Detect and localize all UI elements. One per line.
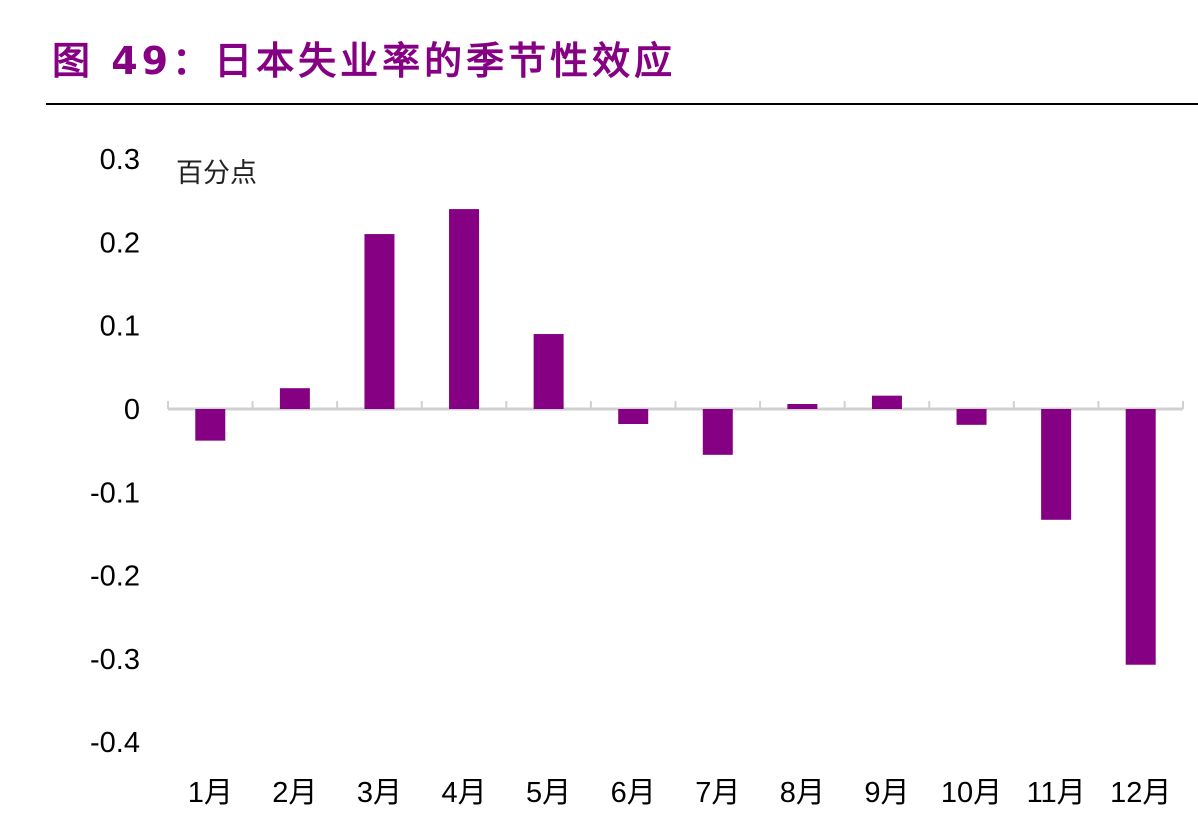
bar-6月	[618, 409, 649, 424]
x-tick-label: 5月	[526, 777, 571, 809]
y-tick-label: 0	[124, 394, 140, 426]
bar-12月	[1125, 409, 1156, 665]
y-tick-label: -0.3	[90, 644, 140, 676]
bar-9月	[871, 395, 902, 409]
x-tick-label: 1月	[188, 777, 233, 809]
x-tick-label: 10月	[941, 777, 1002, 809]
bar-7月	[702, 409, 733, 455]
x-tick-label: 4月	[441, 777, 486, 809]
x-tick-label: 6月	[611, 777, 656, 809]
bar-3月	[364, 234, 395, 409]
bar-4月	[449, 209, 480, 409]
x-tick-label: 12月	[1110, 777, 1171, 809]
title-divider	[46, 103, 1198, 105]
bar-1月	[195, 409, 226, 441]
x-tick-label: 11月	[1027, 777, 1086, 809]
x-tick-label: 9月	[864, 777, 909, 809]
y-tick-label: 0.2	[100, 227, 140, 259]
y-tick-label: -0.2	[90, 561, 140, 593]
x-tick-label: 3月	[357, 777, 402, 809]
y-tick-label: -0.1	[90, 477, 140, 509]
y-tick-label: -0.4	[90, 727, 140, 759]
bar-5月	[533, 334, 564, 409]
x-tick-label: 2月	[272, 777, 317, 809]
bar-2月	[279, 388, 310, 409]
bar-10月	[956, 409, 987, 425]
bar-8月	[787, 404, 818, 409]
y-tick-label: 0.3	[100, 144, 140, 176]
y-axis-unit-label: 百分点	[176, 158, 257, 189]
x-tick-label: 8月	[780, 777, 825, 809]
y-tick-label: 0.1	[100, 311, 140, 343]
bar-11月	[1041, 409, 1072, 520]
x-tick-label: 7月	[695, 777, 740, 809]
chart-title: 图 49：日本失业率的季节性效应	[52, 39, 677, 83]
